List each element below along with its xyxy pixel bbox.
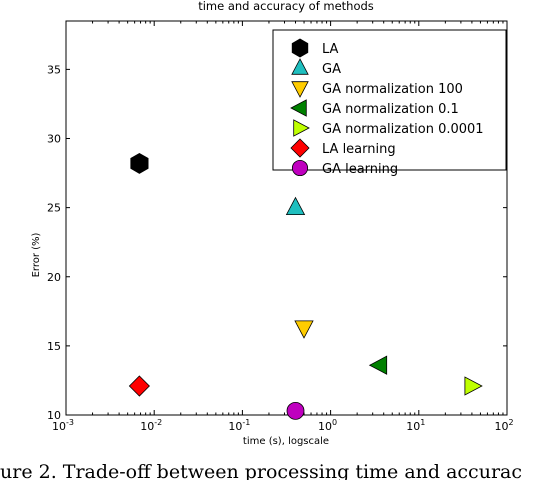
y-tick-label: 15 (47, 340, 61, 353)
y-tick-label: 10 (47, 409, 61, 422)
y-tick-label: 20 (47, 271, 61, 284)
legend-label: GA (322, 62, 341, 77)
y-tick-label: 25 (47, 202, 61, 215)
legend-marker-triangle-left (290, 99, 307, 117)
x-tick-label: 10-1 (228, 418, 250, 433)
legend-label: LA (322, 42, 339, 57)
legend-label: GA normalization 100 (322, 82, 463, 97)
data-point-hexagon (130, 152, 149, 174)
legend-label: LA learning (322, 142, 396, 157)
data-points (128, 152, 483, 420)
x-tick-label: 101 (406, 418, 425, 433)
legend-marker-hexagon (291, 38, 309, 58)
legend-marker-diamond (290, 138, 310, 158)
x-tick-label: 102 (494, 418, 513, 433)
x-tick-label: 10-2 (140, 418, 162, 433)
legend-marker-triangle-right (293, 119, 310, 137)
legend: LA GA GA normalization 100 GA normalization… (272, 29, 507, 177)
legend-marker-circle (291, 159, 309, 177)
y-tick-label: 30 (47, 133, 61, 146)
chart-title: time and accuracy of methods (198, 0, 374, 13)
data-point-circle (286, 401, 305, 420)
data-point-triangle-down (294, 320, 314, 339)
legend-marker-triangle-down (291, 81, 309, 98)
legend-label: GA normalization 0.0001 (322, 122, 484, 137)
y-tick-label: 35 (47, 63, 61, 76)
legend-label: GA normalization 0.1 (322, 102, 459, 117)
data-point-triangle-up (285, 196, 306, 216)
legend-label: GA learning (322, 162, 398, 177)
y-axis-label: Error (%) (31, 232, 42, 277)
figure-caption: ure 2. Trade-off between processing time… (0, 461, 522, 480)
data-point-triangle-left (368, 355, 388, 375)
x-tick-label: 100 (318, 418, 337, 433)
y-axis: 10 15 20 25 30 35 (47, 63, 507, 422)
legend-box (272, 29, 507, 171)
data-point-triangle-right (464, 376, 483, 396)
data-point-diamond (128, 375, 150, 397)
x-axis: 10-3 10-2 10-1 100 101 102 (52, 21, 514, 433)
x-tick-label: 10-3 (52, 418, 74, 433)
legend-marker-triangle-up (291, 58, 309, 75)
x-axis-label: time (s), logscale (243, 436, 329, 447)
